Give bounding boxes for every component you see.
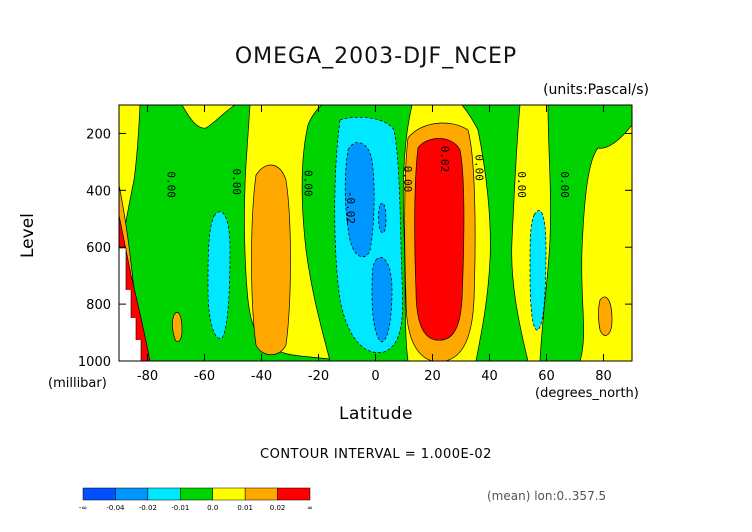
- colorbar-label: 0.0: [207, 504, 218, 512]
- colorbar-swatch: [147, 487, 181, 501]
- colorbar-swatch: [115, 487, 149, 501]
- contour-label: 0.00: [515, 171, 528, 198]
- colorbar-label: -0.02: [139, 504, 157, 512]
- contour-label: 0.00: [230, 169, 243, 196]
- red-north-20: [414, 138, 465, 341]
- x-tick-label: -40: [251, 369, 272, 384]
- colorbar-label: ∞: [307, 504, 313, 512]
- x-axis-label: Latitude: [339, 404, 413, 424]
- colorbar-swatch: [277, 487, 311, 501]
- x-tick-label: 40: [481, 369, 498, 384]
- x-tick-label: -80: [137, 369, 158, 384]
- colorbar-swatch: [212, 487, 246, 501]
- x-tick-label: 60: [538, 369, 555, 384]
- colorbar-swatch: [244, 487, 278, 501]
- x-axis-units: (degrees_north): [535, 386, 639, 401]
- blue-equator-upper: [344, 142, 375, 258]
- colorbar: -∞ -0.04 -0.02 -0.01 0.0 0.01 0.02 ∞: [79, 487, 313, 512]
- green-band-north: [539, 105, 632, 361]
- y-axis-units: (millibar): [48, 376, 107, 391]
- units-label: (units:Pascal/s): [543, 82, 649, 98]
- x-tick-label: 0: [371, 369, 379, 384]
- y-tick-label: 600: [86, 241, 111, 256]
- contour-interval-note: CONTOUR INTERVAL = 1.000E-02: [260, 447, 492, 462]
- mean-longitude-note: (mean) lon:0..357.5: [487, 489, 607, 503]
- orange-north-small: [598, 296, 613, 336]
- y-tick-label: 400: [86, 184, 111, 199]
- plot-area: [119, 105, 632, 361]
- colorbar-label: -∞: [79, 504, 87, 512]
- colorbar-label: 0.01: [237, 504, 253, 512]
- contour-labels: 0.00 0.00 0.00 -0.02 0.00 0.02 0.00 0.00 0.00: [164, 146, 570, 224]
- y-axis: 200 400 600 800 1000: [78, 127, 632, 370]
- blue-equator-sliver: [378, 202, 387, 234]
- y-tick-label: 1000: [78, 355, 111, 370]
- cyan-south-55: [207, 211, 231, 339]
- contour-label: 0.00: [558, 171, 571, 198]
- x-tick-label: -20: [308, 369, 329, 384]
- colorbar-label: 0.02: [270, 504, 286, 512]
- blue-equator-lower: [371, 257, 393, 343]
- cyan-north-55: [529, 210, 547, 331]
- x-tick-label: -60: [194, 369, 215, 384]
- hatch-lines: [119, 247, 142, 361]
- x-tick-label: 80: [595, 369, 612, 384]
- x-axis: -80 -60 -40 -20 0 20 40 60 80: [137, 105, 612, 384]
- orange-south-small: [172, 311, 183, 343]
- chart-title: OMEGA_2003-DJF_NCEP: [234, 44, 518, 69]
- colorbar-swatch: [82, 487, 116, 501]
- x-tick-label: 20: [424, 369, 441, 384]
- y-tick-label: 200: [86, 127, 111, 142]
- contour-label: 0.00: [301, 170, 314, 197]
- y-tick-label: 800: [86, 298, 111, 313]
- colorbar-label: -0.01: [171, 504, 189, 512]
- orange-south-40: [251, 164, 291, 356]
- missing-data-region: [119, 248, 141, 361]
- colorbar-swatch: [180, 487, 213, 501]
- contour-label: 0.00: [472, 154, 485, 181]
- green-band-north-center: [461, 105, 529, 361]
- contour-label: -0.02: [344, 191, 357, 224]
- contour-label: 0.00: [164, 171, 177, 198]
- contour-label: 0.00: [401, 166, 414, 193]
- contour-label: 0.02: [438, 146, 451, 173]
- colorbar-label: -0.04: [106, 504, 125, 512]
